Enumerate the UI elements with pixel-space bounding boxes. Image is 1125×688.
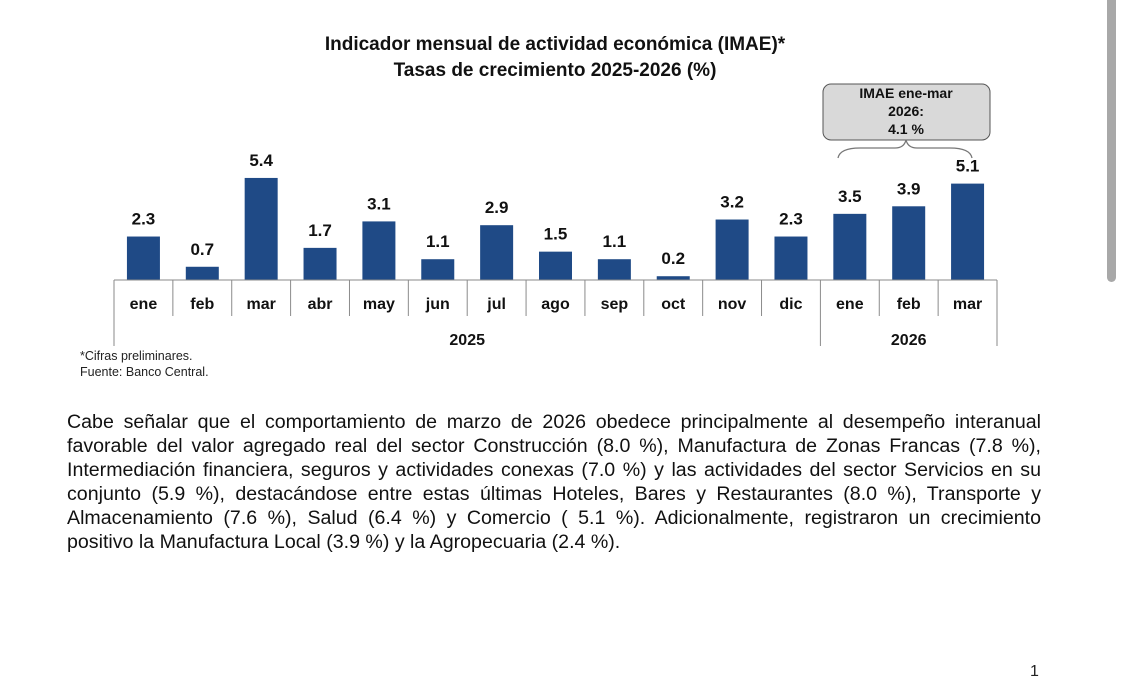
x-tick-label: oct <box>661 296 686 313</box>
bar-value-label: 0.7 <box>190 240 214 259</box>
x-tick-label: jul <box>486 296 506 313</box>
bar-value-label: 2.9 <box>485 198 509 217</box>
note-source: Fuente: Banco Central. <box>80 365 209 379</box>
bar-value-label: 1.1 <box>603 232 627 251</box>
callout-line-1: IMAE ene-mar <box>859 85 953 101</box>
bar-14 <box>951 183 985 280</box>
bar-value-label: 1.5 <box>544 225 568 244</box>
page-number: 1 <box>1030 663 1039 680</box>
bar-value-label: 3.5 <box>838 187 862 206</box>
callout-box: IMAE ene-mar 2026: 4.1 % <box>822 83 991 159</box>
bar-value-label: 5.4 <box>249 151 273 170</box>
bar-9 <box>656 276 690 280</box>
bar-1 <box>185 266 219 280</box>
x-tick-label: may <box>363 296 395 313</box>
bar-value-label: 1.7 <box>308 221 332 240</box>
imae-bar-chart: Indicador mensual de actividad económica… <box>113 34 998 349</box>
bar-10 <box>715 219 749 280</box>
bar-4 <box>362 221 396 280</box>
analysis-paragraph: Cabe señalar que el comportamiento de ma… <box>67 411 1041 553</box>
callout-brace <box>837 139 973 159</box>
bar-0 <box>126 236 160 280</box>
bar-5 <box>421 259 455 280</box>
bar-value-label: 0.2 <box>661 249 685 268</box>
note-preliminary: *Cifras preliminares. <box>80 349 193 363</box>
scrollbar-thumb[interactable] <box>1107 0 1116 282</box>
x-tick-label: abr <box>308 296 333 313</box>
x-tick-label: ene <box>836 296 864 313</box>
x-tick-label: feb <box>190 296 214 313</box>
chart-subtitle: Tasas de crecimiento 2025-2026 (%) <box>394 60 717 81</box>
chart-title: Indicador mensual de actividad económica… <box>325 34 786 55</box>
bar-value-label: 1.1 <box>426 232 450 251</box>
bar-value-label: 3.2 <box>720 193 744 212</box>
bar-2 <box>244 177 278 280</box>
x-tick-label: feb <box>897 296 921 313</box>
bar-value-label: 5.1 <box>956 157 980 176</box>
x-tick-label: sep <box>601 296 629 313</box>
bar-13 <box>892 206 926 280</box>
bar-6 <box>480 225 514 280</box>
bar-value-label: 2.3 <box>779 210 803 229</box>
callout-line-3: 4.1 % <box>888 121 924 137</box>
bar-value-label: 3.9 <box>897 179 921 198</box>
x-tick-label: ene <box>130 296 158 313</box>
x-tick-label: ago <box>541 296 570 313</box>
bar-7 <box>539 251 572 280</box>
bar-value-label: 2.3 <box>132 210 156 229</box>
chart-notes: *Cifras preliminares. Fuente: Banco Cent… <box>80 348 209 380</box>
x-tick-label: mar <box>953 296 982 313</box>
group-label: 2025 <box>449 332 485 349</box>
bar-3 <box>303 247 337 280</box>
x-tick-label: dic <box>779 296 802 313</box>
group-label: 2026 <box>891 332 927 349</box>
bar-8 <box>597 259 631 280</box>
bar-12 <box>833 213 867 280</box>
x-tick-label: jun <box>425 296 450 313</box>
x-tick-label: mar <box>246 296 275 313</box>
bar-value-label: 3.1 <box>367 194 391 213</box>
callout-line-2: 2026: <box>888 103 924 119</box>
bar-11 <box>774 236 808 280</box>
x-tick-label: nov <box>718 296 747 313</box>
